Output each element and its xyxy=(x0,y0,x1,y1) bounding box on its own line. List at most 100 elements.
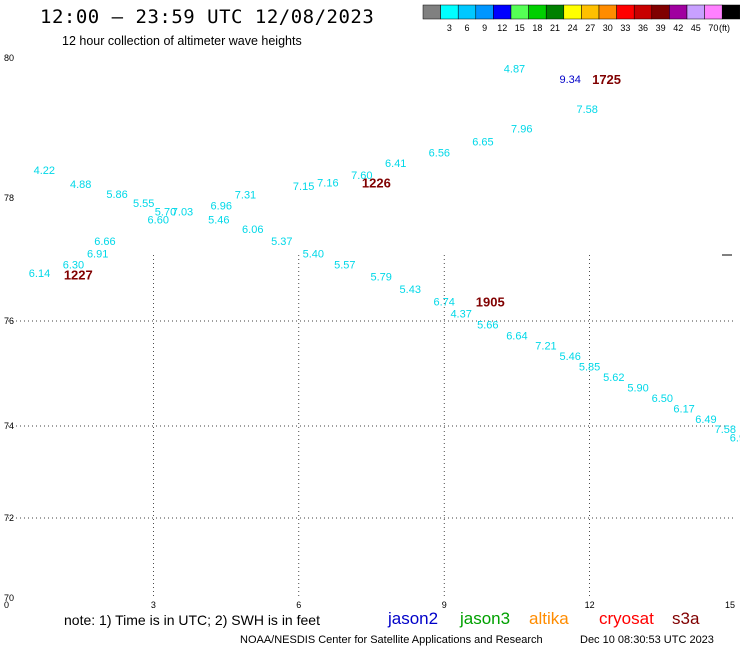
axis-ticks: 0 3 6 9 12 15 70 72 74 76 78 80 xyxy=(4,53,735,610)
scale-label: 70 xyxy=(708,23,718,33)
wave-height-label: 6.14 xyxy=(29,268,50,280)
wave-height-label: 9.34 xyxy=(560,74,581,86)
y-tick-label: 78 xyxy=(4,193,14,203)
scale-swatch xyxy=(704,4,723,20)
scale-label: 6 xyxy=(464,23,469,33)
scale-label: 39 xyxy=(656,23,666,33)
scale-swatch xyxy=(422,4,441,20)
footer-timestamp: Dec 10 08:30:53 UTC 2023 xyxy=(580,634,714,646)
wave-height-label: 5.79 xyxy=(370,272,391,284)
wave-height-label: 6.30 xyxy=(63,259,84,271)
satellite-cryosat: cryosat xyxy=(599,609,654,628)
scale-label: 12 xyxy=(497,23,507,33)
wave-height-label: 6.06 xyxy=(242,224,263,236)
wave-height-label: 7.31 xyxy=(235,190,256,202)
pass-time-label: 1226 xyxy=(362,176,391,191)
color-scale-legend: 3 6 9 12 15 18 21 24 27 30 33 36 39 42 45 70 (ft) xyxy=(422,4,740,33)
wave-height-label: 7.58 xyxy=(715,424,736,436)
wave-height-label: 5.43 xyxy=(400,284,421,296)
wave-height-label: 5.90 xyxy=(627,383,648,395)
map-grid xyxy=(8,254,735,598)
wave-height-label: 7.16 xyxy=(317,178,338,190)
wave-height-label: 7.15 xyxy=(293,181,314,193)
satellite-pass-labels: 1725 1226 1227 1905 xyxy=(64,72,621,309)
wave-height-label: 6.49 xyxy=(695,414,716,426)
wave-height-label: 5.86 xyxy=(106,189,127,201)
scale-swatch xyxy=(721,4,740,20)
scale-label: 42 xyxy=(673,23,683,33)
pass-time-label: 1227 xyxy=(64,267,93,282)
wave-height-label: 5.62 xyxy=(603,372,624,384)
wave-height-label: 6.50 xyxy=(652,393,673,405)
scale-label: 18 xyxy=(532,23,542,33)
wave-height-label: 5.37 xyxy=(271,236,292,248)
scale-swatch xyxy=(510,4,529,20)
wave-height-label: 6.74 xyxy=(433,296,454,308)
x-tick-label: 12 xyxy=(585,600,595,610)
wave-height-label: 4.22 xyxy=(34,165,55,177)
footer-note: note: 1) Time is in UTC; 2) SWH is in fe… xyxy=(64,612,320,628)
wave-height-label: 6.91 xyxy=(87,248,108,260)
wave-height-label: 5.57 xyxy=(334,259,355,271)
y-tick-label: 70 xyxy=(4,593,14,603)
scale-swatch xyxy=(563,4,582,20)
scale-swatch xyxy=(475,4,494,20)
scale-label: 24 xyxy=(568,23,578,33)
wave-height-label: 6.66 xyxy=(94,236,115,248)
satellite-jason2: jason2 xyxy=(388,609,439,628)
wave-height-label: 5.46 xyxy=(208,215,229,227)
scale-swatch xyxy=(633,4,653,20)
wave-height-label: 6.41 xyxy=(385,158,406,170)
y-tick-label: 76 xyxy=(4,316,14,326)
scale-label: 15 xyxy=(515,23,525,33)
scale-label: 45 xyxy=(691,23,701,33)
scale-label: 30 xyxy=(603,23,613,33)
scale-swatch xyxy=(581,4,600,20)
x-tick-label: 15 xyxy=(725,600,735,610)
wave-height-label: 4.88 xyxy=(70,179,91,191)
wave-height-label: 6.65 xyxy=(472,136,493,148)
wave-height-label: 7.21 xyxy=(535,341,556,353)
wave-height-label: 7.58 xyxy=(576,104,597,116)
scale-swatch xyxy=(616,4,635,20)
scale-swatch xyxy=(493,4,512,20)
wave-height-label: 5.46 xyxy=(560,351,581,363)
wave-height-label: 6.64 xyxy=(506,331,527,343)
y-tick-label: 72 xyxy=(4,513,14,523)
scale-swatch xyxy=(440,4,459,20)
footer-credit: NOAA/NESDIS Center for Satellite Applica… xyxy=(240,634,543,646)
scale-label: 3 xyxy=(447,23,452,33)
satellite-s3a: s3a xyxy=(672,609,700,628)
wave-height-label: 6.17 xyxy=(673,404,694,416)
wave-height-label: 7.03 xyxy=(172,207,193,219)
scale-swatch xyxy=(598,4,617,20)
wave-height-label: 6.60 xyxy=(148,215,169,227)
page-title: 12:00 – 23:59 UTC 12/08/2023 xyxy=(40,6,375,28)
satellite-jason3: jason3 xyxy=(460,609,511,628)
scale-swatch xyxy=(651,4,670,20)
scale-swatch xyxy=(669,4,688,20)
scale-unit: (ft) xyxy=(719,23,730,33)
wave-height-label: 6.96 xyxy=(211,200,232,212)
scale-swatch xyxy=(686,4,705,20)
scale-swatch xyxy=(528,4,547,20)
scale-swatch xyxy=(457,4,477,20)
y-tick-label: 74 xyxy=(4,421,14,431)
x-tick-label: 3 xyxy=(151,600,156,610)
wave-height-label: 6.9 xyxy=(730,433,740,445)
wave-height-label: 7.60 xyxy=(351,170,372,182)
wave-height-label: 5.55 xyxy=(133,198,154,210)
scale-label: 21 xyxy=(550,23,560,33)
wave-height-label: 5.85 xyxy=(579,362,600,374)
wave-height-label: 4.87 xyxy=(504,64,525,76)
wave-height-points: 4.87 9.34 7.58 7.96 6.65 6.56 6.41 7.60 7.167.15… xyxy=(29,64,740,445)
x-tick-label: 6 xyxy=(296,600,301,610)
scale-swatch xyxy=(545,4,565,20)
wave-height-label: 5.66 xyxy=(477,320,498,332)
wave-height-label: 5.70 xyxy=(155,207,176,219)
scale-label: 9 xyxy=(482,23,487,33)
wave-height-label: 5.40 xyxy=(303,248,324,260)
y-tick-label: 80 xyxy=(4,53,14,63)
